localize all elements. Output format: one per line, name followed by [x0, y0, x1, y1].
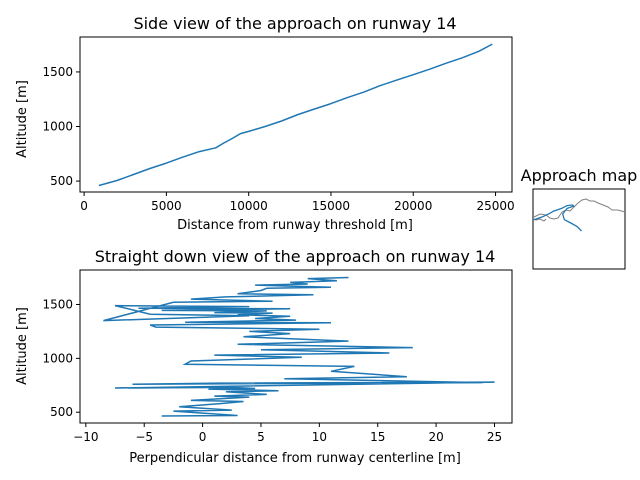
map-border-line [533, 198, 626, 220]
x-tick-label: −5 [135, 430, 153, 444]
x-tick-label: 25000 [476, 199, 514, 213]
series-line [98, 43, 493, 187]
approach-map: Approach map [521, 166, 638, 270]
x-tick-label: −10 [73, 430, 98, 444]
y-tick-label: 1500 [42, 65, 73, 79]
chart-title: Approach map [521, 166, 638, 185]
series-line [103, 276, 495, 417]
plot-frame [79, 36, 513, 193]
chart-title: Straight down view of the approach on ru… [95, 247, 496, 266]
x-tick-label: 10000 [230, 199, 268, 213]
approach-path-line [533, 204, 582, 232]
plot-frame [79, 269, 513, 424]
x-tick-label: 15 [370, 430, 385, 444]
x-tick-label: 0 [199, 430, 207, 444]
x-axis-label: Perpendicular distance from runway cente… [129, 451, 461, 466]
y-tick-label: 1000 [42, 120, 73, 134]
x-tick-label: 20 [428, 430, 443, 444]
down-view-chart: Straight down view of the approach on ru… [15, 247, 513, 466]
y-axis-label: Altitude [m] [15, 307, 30, 385]
x-tick-label: 25 [487, 430, 502, 444]
side-view-chart: Side view of the approach on runway 14 D… [15, 14, 515, 233]
y-tick-label: 1000 [42, 351, 73, 365]
x-tick-label: 20000 [394, 199, 432, 213]
y-tick-label: 1500 [42, 297, 73, 311]
x-tick-label: 10 [312, 430, 327, 444]
y-axis-label: Altitude [m] [15, 80, 30, 158]
x-tick-label: 5000 [151, 199, 182, 213]
x-tick-label: 0 [80, 199, 88, 213]
chart-title: Side view of the approach on runway 14 [133, 14, 456, 33]
y-tick-label: 500 [50, 405, 73, 419]
x-axis-label: Distance from runway threshold [m] [177, 218, 413, 233]
x-tick-label: 5 [257, 430, 265, 444]
y-tick-label: 500 [50, 174, 73, 188]
x-tick-label: 15000 [312, 199, 350, 213]
